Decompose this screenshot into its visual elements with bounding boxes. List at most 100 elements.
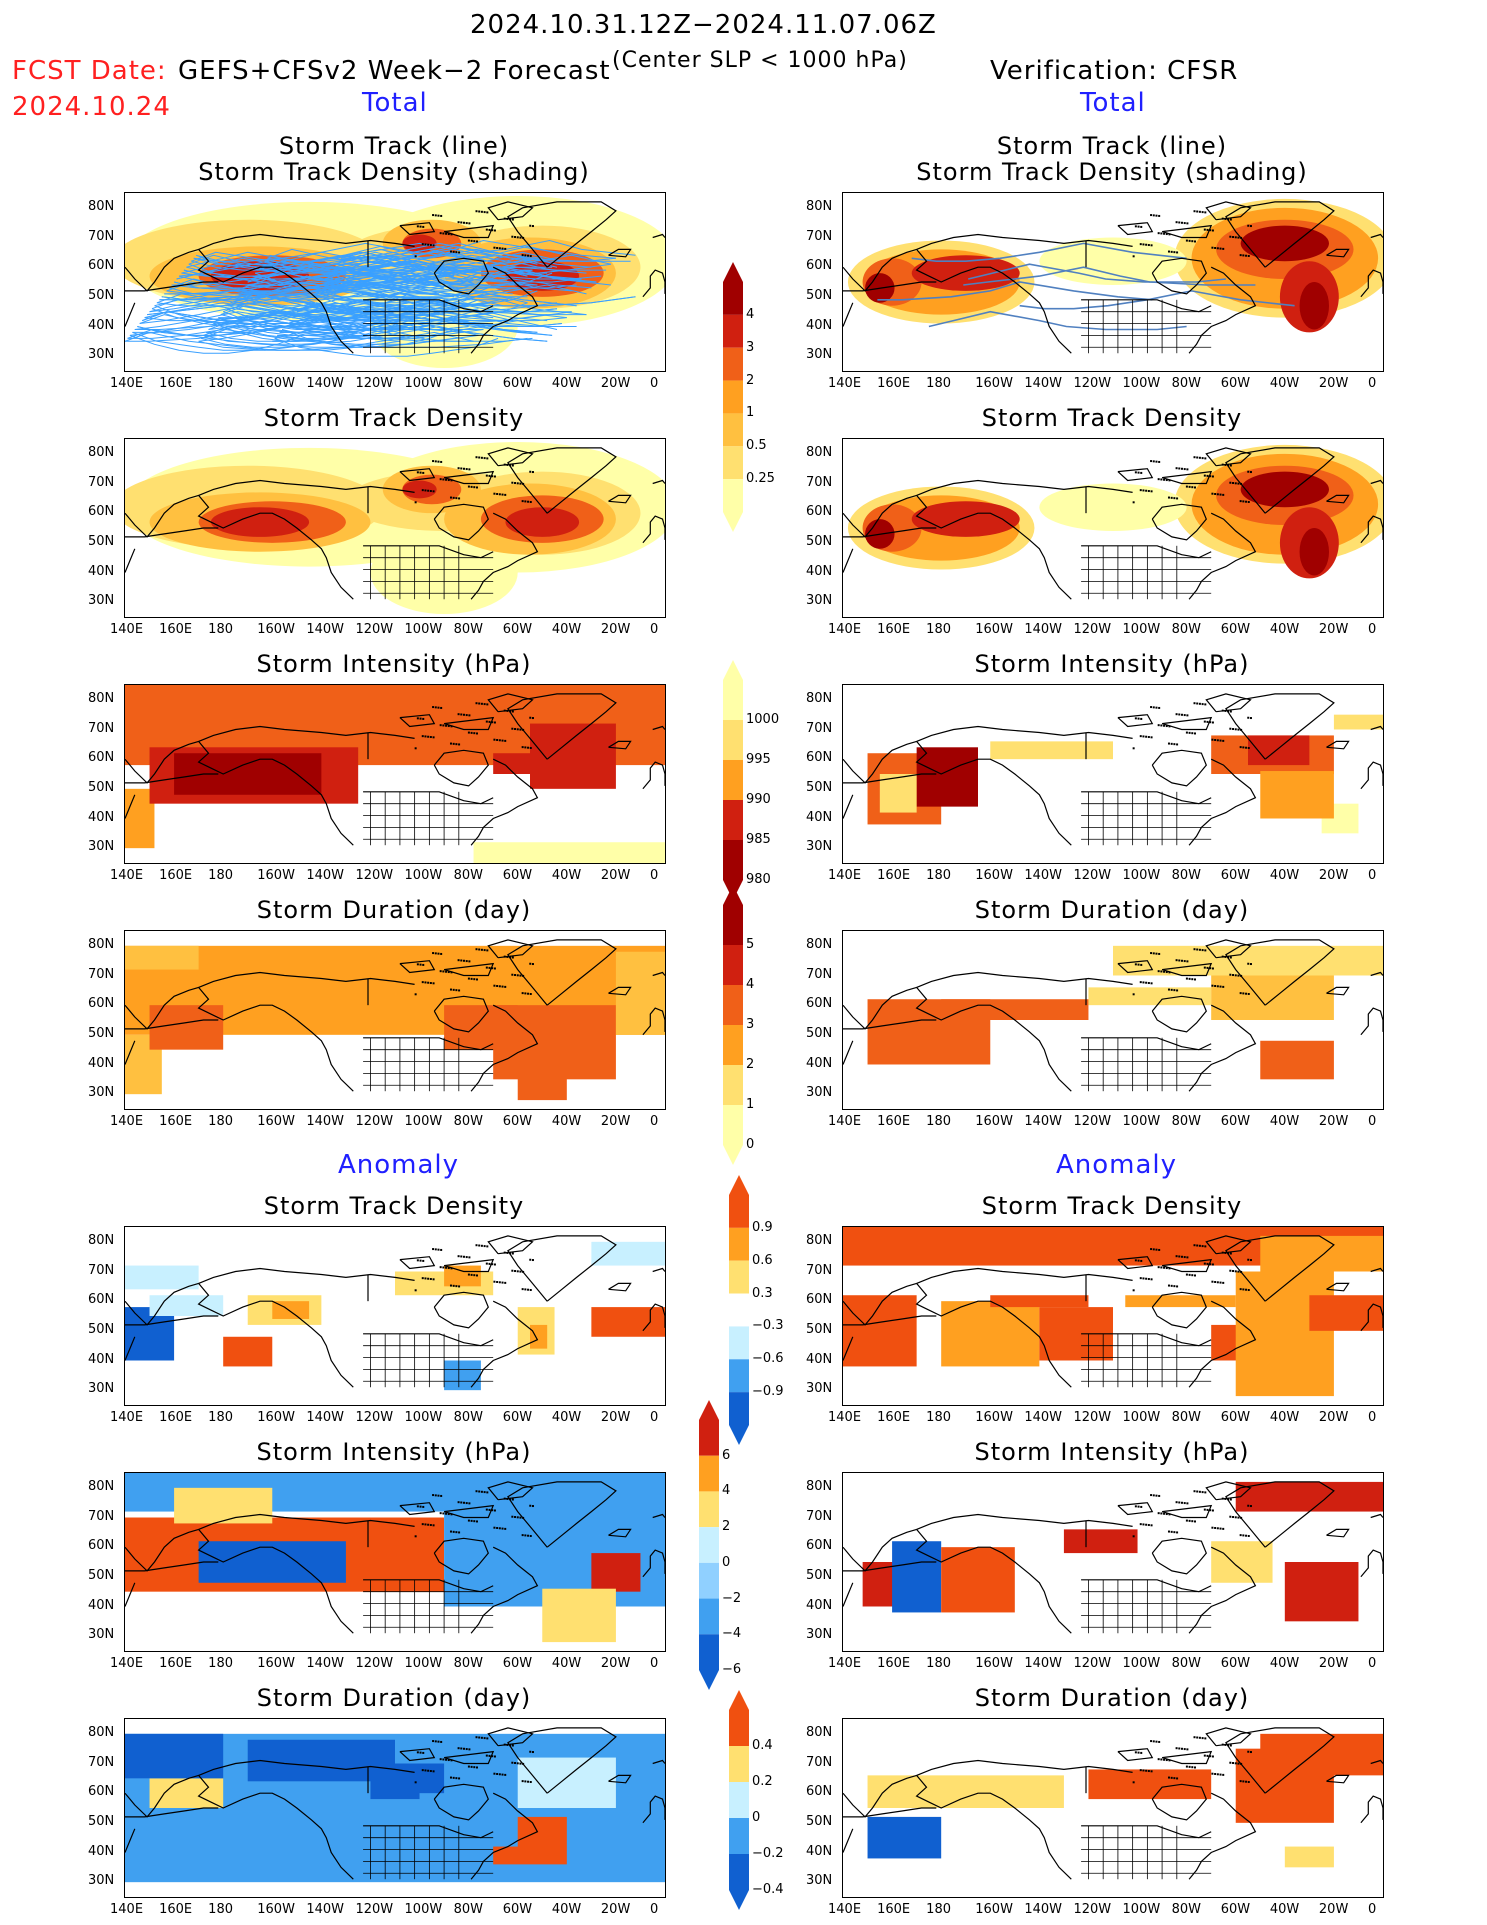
panel-title-intensity-left: Storm Intensity (hPa) — [256, 650, 532, 678]
panel-title-density-left: Storm Track Density — [263, 404, 525, 432]
y-tick-label: 70N — [806, 720, 833, 736]
x-tick-label: 60W — [1220, 1902, 1251, 1917]
x-tick-label: 20W — [1318, 1410, 1349, 1425]
colorbar-density-total — [723, 262, 743, 532]
y-tick-label: 40N — [88, 1351, 115, 1367]
x-tick-label: 40W — [1269, 1656, 1300, 1671]
y-tick-label: 50N — [88, 1321, 115, 1337]
x-tick-label: 0 — [650, 376, 659, 391]
x-tick-label: 160W — [975, 868, 1013, 883]
x-tick-label: 0 — [650, 1410, 659, 1425]
verification-anomaly-duration-map-plot — [843, 1727, 1383, 1880]
x-tick-label: 140W — [306, 1902, 345, 1917]
x-tick-label: 80W — [1171, 1656, 1202, 1671]
x-tick-label: 80W — [453, 1902, 484, 1917]
y-tick-label: 80N — [806, 1478, 833, 1494]
x-tick-label: 160W — [257, 1114, 295, 1129]
forecast-anomaly-duration-map — [124, 1718, 666, 1898]
x-tick-label: 80W — [1171, 1902, 1202, 1917]
x-tick-label: 120W — [1073, 1656, 1112, 1671]
x-tick-label: 140W — [1024, 1902, 1063, 1917]
x-tick-label: 20W — [1318, 1902, 1349, 1917]
y-tick-label: 40N — [88, 1055, 115, 1071]
verification-total-duration-map — [842, 930, 1384, 1110]
panel-title-density-right: Storm Track Density — [981, 404, 1243, 432]
y-tick-label: 60N — [806, 996, 833, 1012]
colorbar-label: −0.2 — [752, 1846, 784, 1861]
x-tick-label: 160W — [975, 376, 1013, 391]
y-tick-label: 60N — [88, 1784, 115, 1800]
x-tick-label: 160W — [257, 622, 295, 637]
y-tick-label: 70N — [806, 1262, 833, 1278]
y-tick-label: 80N — [806, 1724, 833, 1740]
panel-title-track-line-left: Storm Track (line) — [278, 132, 510, 160]
y-tick-label: 60N — [88, 1292, 115, 1308]
x-tick-label: 20W — [600, 622, 631, 637]
x-tick-label: 180 — [926, 1656, 951, 1671]
x-tick-label: 140E — [110, 868, 144, 883]
y-tick-label: 30N — [806, 1381, 833, 1397]
x-tick-label: 160E — [877, 1410, 911, 1425]
x-tick-label: 100W — [404, 1114, 443, 1129]
x-tick-label: 60W — [1220, 1114, 1251, 1129]
x-tick-label: 140E — [110, 622, 144, 637]
x-tick-label: 20W — [1318, 1114, 1349, 1129]
colorbar-duration-total — [723, 885, 743, 1165]
x-tick-label: 160W — [257, 1902, 295, 1917]
x-tick-label: 160E — [877, 1114, 911, 1129]
panel-title-duration-right: Storm Duration (day) — [974, 896, 1250, 924]
verification-title: Verification: CFSR — [990, 56, 1239, 86]
y-tick-label: 30N — [806, 1627, 833, 1643]
x-tick-label: 140W — [1024, 1114, 1063, 1129]
colorbar-label: −0.6 — [752, 1351, 784, 1367]
y-tick-label: 60N — [806, 1292, 833, 1308]
y-tick-label: 30N — [88, 1085, 115, 1101]
colorbar-label: 0 — [722, 1554, 731, 1570]
y-tick-label: 80N — [806, 444, 833, 460]
colorbar-label: −2 — [722, 1590, 742, 1606]
x-tick-label: 40W — [1269, 1114, 1300, 1129]
panel-title-track-shading-right: Storm Track Density (shading) — [916, 158, 1308, 186]
x-tick-label: 160W — [257, 1656, 295, 1671]
y-tick-label: 50N — [806, 1321, 833, 1337]
x-tick-label: 100W — [1122, 1656, 1161, 1671]
fcst-date-value: 2024.10.24 — [12, 92, 171, 122]
verification-total-intensity-map — [842, 684, 1384, 864]
y-tick-label: 80N — [88, 1478, 115, 1494]
x-tick-label: 40W — [1269, 376, 1300, 391]
x-tick-label: 0 — [650, 1656, 659, 1671]
x-tick-label: 100W — [404, 1902, 443, 1917]
colorbar-label: −4 — [722, 1626, 742, 1642]
y-tick-label: 60N — [88, 504, 115, 520]
x-tick-label: 160E — [877, 622, 911, 637]
colorbar-label: 0.5 — [746, 438, 767, 454]
x-tick-label: 40W — [1269, 868, 1300, 883]
y-tick-label: 80N — [88, 444, 115, 460]
colorbar-label: 2 — [746, 372, 755, 388]
x-tick-label: 160E — [159, 376, 193, 391]
x-tick-label: 140E — [828, 376, 862, 391]
x-tick-label: 80W — [453, 1656, 484, 1671]
colorbar-label: 6 — [722, 1447, 731, 1463]
forecast-anomaly-duration-map-plot — [125, 1727, 665, 1883]
x-tick-label: 180 — [208, 1902, 233, 1917]
y-tick-label: 50N — [806, 533, 833, 549]
y-tick-label: 40N — [88, 563, 115, 579]
forecast-total-duration-map-plot — [125, 939, 665, 1101]
y-tick-label: 50N — [806, 1813, 833, 1829]
x-tick-label: 0 — [650, 868, 659, 883]
colorbar-label: 0.6 — [752, 1252, 773, 1268]
panel-title-anom-duration-right: Storm Duration (day) — [974, 1684, 1250, 1712]
forecast-total-density-map — [124, 438, 666, 618]
x-tick-label: 20W — [1318, 868, 1349, 883]
y-tick-label: 50N — [88, 287, 115, 303]
x-tick-label: 160W — [975, 1410, 1013, 1425]
x-tick-label: 0 — [1368, 1656, 1377, 1671]
x-tick-label: 160W — [257, 376, 295, 391]
colorbar-label: −0.4 — [752, 1882, 784, 1897]
x-tick-label: 160W — [257, 868, 295, 883]
section-total-right: Total — [1080, 88, 1146, 118]
y-tick-label: 80N — [806, 1232, 833, 1248]
y-tick-label: 50N — [88, 1025, 115, 1041]
panel-title-track-line-right: Storm Track (line) — [996, 132, 1228, 160]
